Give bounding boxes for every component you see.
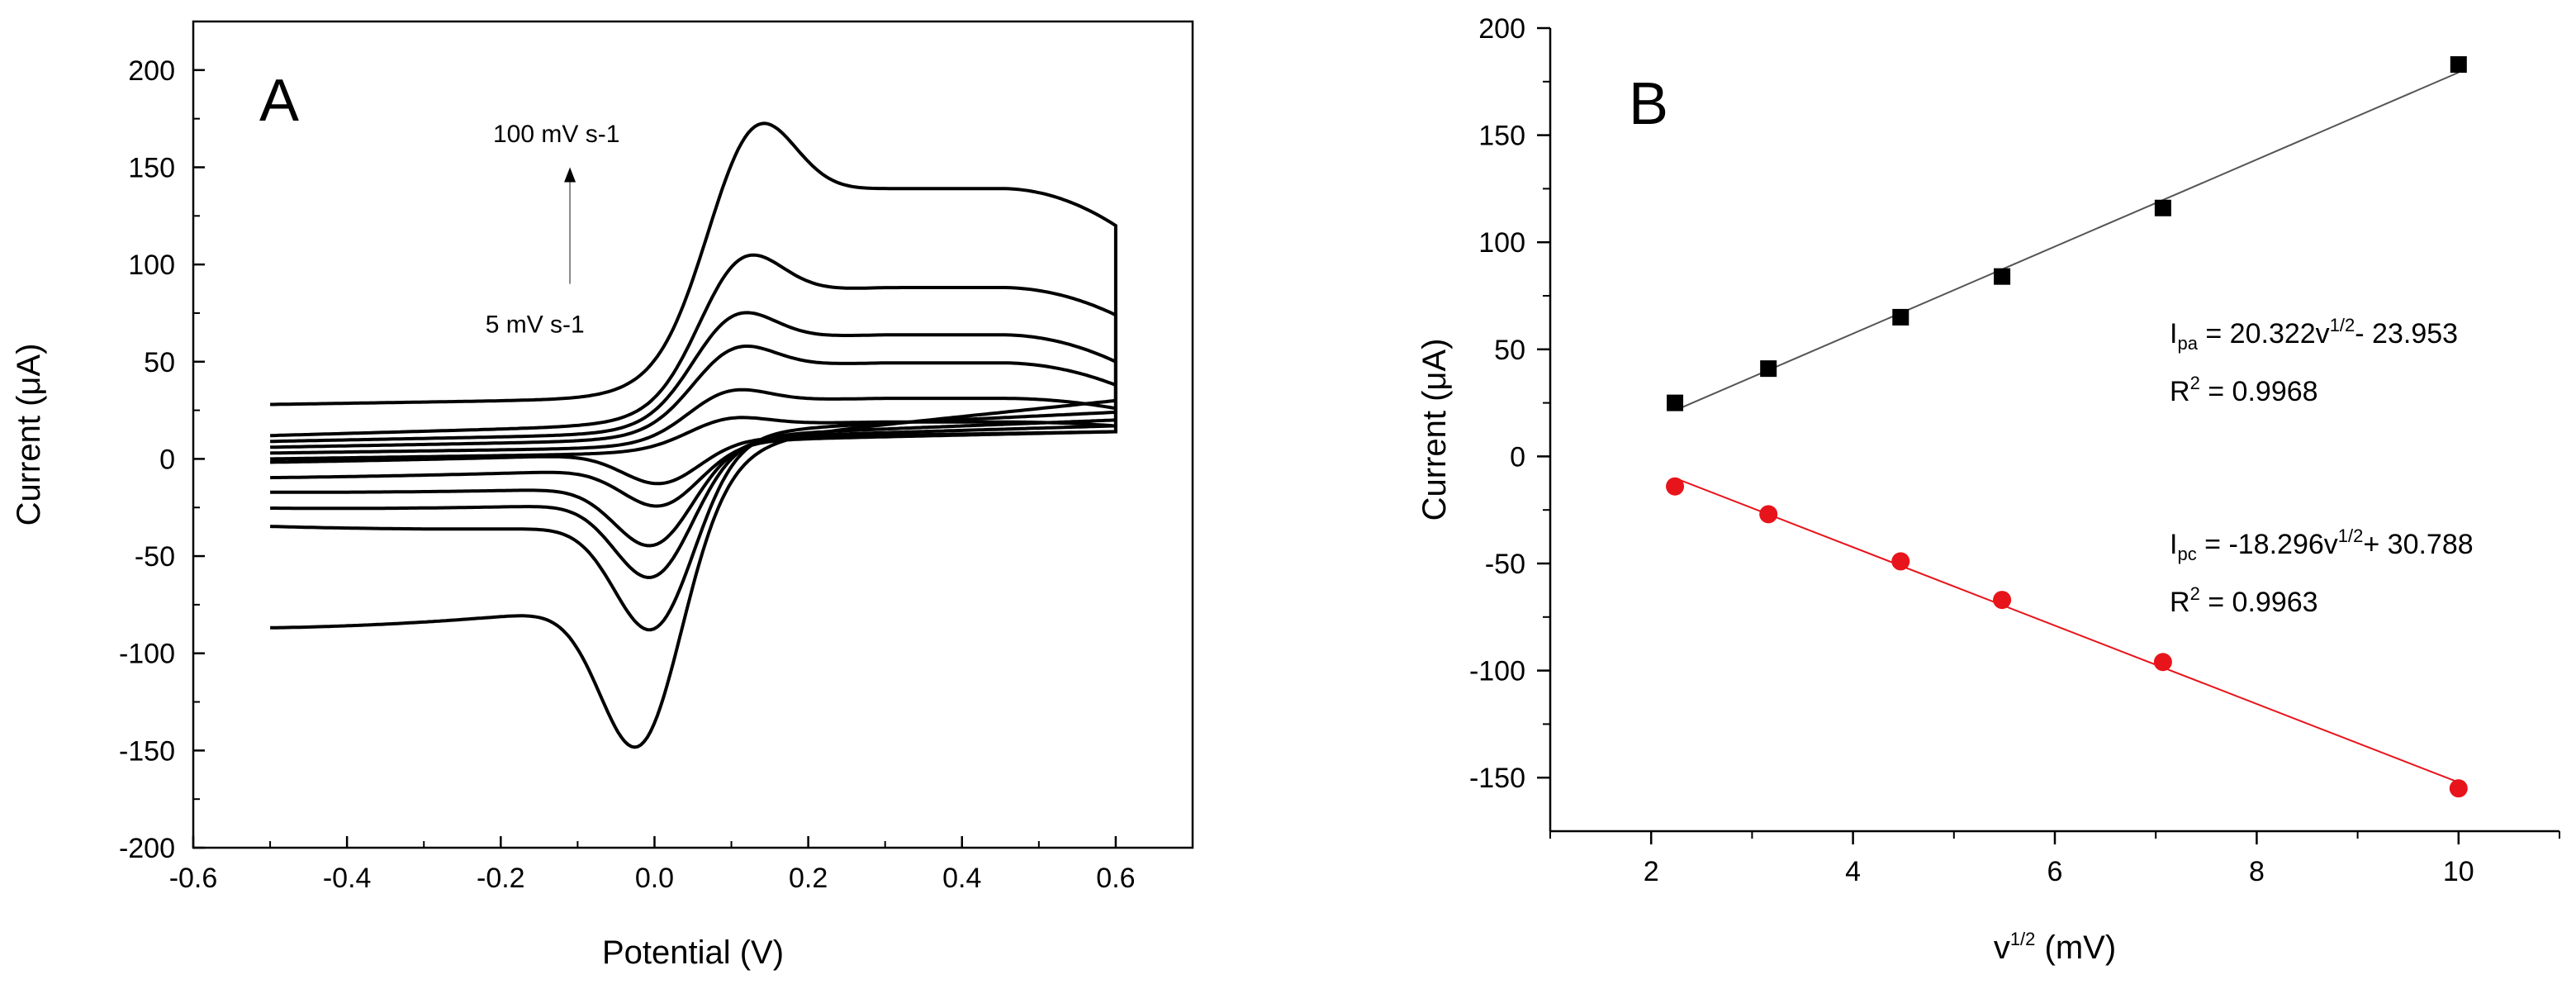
y-tick-label-b: 200 [1478, 13, 1525, 45]
ipc-fit-line [1674, 477, 2460, 783]
x-tick-label-a: 0.2 [789, 863, 828, 894]
y-tick-label-a: 100 [128, 250, 175, 281]
x-axis-title-a: Potential (V) [602, 934, 784, 971]
ipc-point [1759, 505, 1778, 524]
x-tick-label-b: 10 [2443, 856, 2474, 887]
axis-ticks-a: -0.6 -0.4 -0.2 0.0 0.2 0.4 0.6 -200 -150 -100 -50 0… [119, 55, 1136, 894]
ipc-point [2153, 653, 2172, 672]
x-tick-label-a: 0.4 [942, 863, 981, 894]
x-tick-label-b: 2 [1644, 856, 1659, 887]
y-tick-label-a: 150 [128, 152, 175, 183]
scan-rate-bottom-annotation: 5 mV s-1 [486, 311, 585, 338]
ipc-point [1666, 477, 1685, 496]
x-axis-title-b: v1/2 (mV) [1994, 929, 2116, 966]
y-tick-label-b: -150 [1469, 763, 1525, 794]
scan-rate-top-annotation: 100 mV s-1 [493, 121, 619, 148]
ipc-point [1891, 552, 1910, 571]
y-tick-label-b: -50 [1485, 549, 1525, 580]
axis-ticks-b: 2 4 6 8 10 -150 -100 -50 0 50 100 150 200 [1469, 13, 2560, 887]
ipa-point [1994, 268, 2011, 285]
ipc-point [1993, 591, 2012, 610]
y-tick-label-b: 150 [1478, 121, 1525, 152]
x-tick-label-a: -0.4 [323, 863, 372, 894]
cv-curves [270, 121, 1117, 749]
ipa-point [2450, 56, 2467, 74]
y-tick-label-a: 50 [144, 347, 175, 378]
x-tick-label-b: 6 [2047, 856, 2063, 887]
x-tick-label-a: 0.0 [635, 863, 674, 894]
panel-letter-b: B [1629, 71, 1668, 137]
cv-curve [270, 253, 1117, 632]
y-tick-label-a: -100 [119, 639, 175, 670]
y-tick-label-b: 50 [1494, 335, 1525, 366]
data-points [1666, 56, 2468, 798]
y-tick-label-a: 200 [128, 55, 175, 87]
plot-frame-a [192, 20, 1194, 849]
y-tick-label-b: 100 [1478, 227, 1525, 259]
cv-curve [270, 388, 1117, 508]
y-axis-title-a: Current (μA) [11, 344, 47, 526]
ipa-point [1892, 308, 1909, 326]
y-tick-label-a: -200 [119, 833, 175, 864]
x-tick-label-b: 8 [2249, 856, 2265, 887]
ipa-point [2154, 199, 2171, 216]
y-axis-title-b: Current (μA) [1416, 339, 1453, 521]
y-tick-label-b: 0 [1510, 441, 1525, 473]
panel-a: -0.6 -0.4 -0.2 0.0 0.2 0.4 0.6 -200 -150 -100 -50 0… [11, 20, 1194, 971]
panel-letter-a: A [259, 68, 299, 134]
ipa-fit-line [1674, 71, 2460, 411]
ipa-r-squared: R2 = 0.9968 [2170, 373, 2318, 407]
x-tick-label-a: -0.2 [477, 863, 525, 894]
x-tick-label-a: 0.6 [1096, 863, 1135, 894]
y-tick-label-a: -150 [119, 735, 175, 767]
fit-lines [1674, 71, 2460, 783]
ipa-point [1760, 360, 1777, 378]
x-tick-label-a: -0.6 [169, 863, 218, 894]
scan-rate-arrow-head [564, 167, 576, 183]
axes-b [1549, 28, 2559, 833]
ipc-equation: Ipc = -18.296v1/2+ 30.788 [2170, 525, 2474, 564]
ipc-r-squared: R2 = 0.9963 [2170, 583, 2318, 618]
cv-curve [270, 121, 1117, 749]
cv-curve [270, 345, 1117, 548]
panel-b: 2 4 6 8 10 -150 -100 -50 0 50 100 150 200 B Ipa = 20… [1416, 13, 2560, 966]
y-tick-label-a: -50 [135, 541, 175, 573]
ipa-point [1667, 394, 1684, 411]
x-tick-label-b: 4 [1845, 856, 1861, 887]
ipc-point [2449, 779, 2468, 798]
ipa-equation: Ipa = 20.322v1/2- 23.953 [2170, 315, 2458, 354]
y-tick-label-b: -100 [1469, 656, 1525, 687]
y-tick-label-a: 0 [159, 444, 175, 475]
